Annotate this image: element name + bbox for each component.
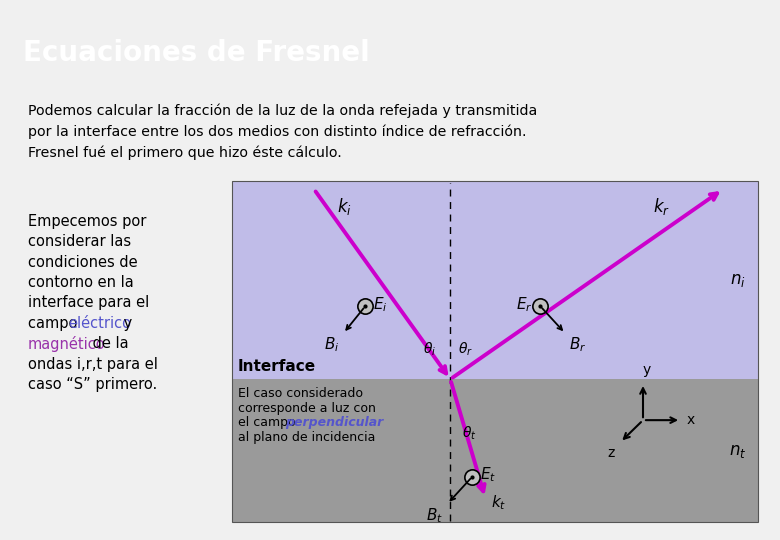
Text: al plano de incidencia: al plano de incidencia (238, 431, 375, 444)
Text: $E_r$: $E_r$ (516, 295, 532, 314)
Text: x: x (687, 413, 695, 427)
Text: Interface: Interface (238, 359, 316, 374)
Bar (232, 379, 758, 523)
Text: z: z (607, 446, 615, 460)
Text: $n_t$: $n_t$ (729, 442, 746, 460)
Text: $B_t$: $B_t$ (427, 506, 443, 524)
Text: interface para el: interface para el (28, 295, 149, 310)
Text: magnético: magnético (28, 336, 105, 353)
Text: de la: de la (88, 336, 129, 352)
Text: $n_i$: $n_i$ (730, 271, 746, 289)
Bar (232, 181, 758, 379)
Text: y: y (119, 316, 133, 331)
Text: eléctrico: eléctrico (68, 316, 131, 331)
Text: $E_i$: $E_i$ (374, 295, 388, 314)
Text: $k_r$: $k_r$ (653, 196, 670, 217)
Text: condiciones de: condiciones de (28, 254, 137, 269)
Text: el campo: el campo (238, 416, 300, 429)
Text: $\theta_r$: $\theta_r$ (459, 340, 473, 358)
Text: considerar las: considerar las (28, 234, 131, 249)
Text: corresponde a luz con: corresponde a luz con (238, 402, 376, 415)
Text: perpendicular: perpendicular (285, 416, 383, 429)
Text: contorno en la: contorno en la (28, 275, 133, 290)
Text: $B_i$: $B_i$ (324, 335, 339, 354)
Text: ondas i,r,t para el: ondas i,r,t para el (28, 357, 158, 372)
Text: campo: campo (28, 316, 82, 331)
Text: $k_t$: $k_t$ (491, 493, 507, 512)
Text: El caso considerado: El caso considerado (238, 387, 363, 400)
Text: y: y (643, 363, 651, 377)
Text: $B_r$: $B_r$ (569, 335, 587, 354)
Text: $\theta_i$: $\theta_i$ (423, 340, 436, 358)
Text: $E_t$: $E_t$ (480, 465, 496, 484)
Text: caso “S” primero.: caso “S” primero. (28, 377, 158, 392)
Bar (232, 181, 758, 523)
Text: $\theta_t$: $\theta_t$ (463, 424, 477, 442)
Text: Empecemos por: Empecemos por (28, 214, 147, 228)
Text: Podemos calcular la fracción de la luz de la onda refejada y transmitida
por la : Podemos calcular la fracción de la luz d… (28, 104, 537, 160)
Text: $k_i$: $k_i$ (337, 196, 352, 217)
Text: Ecuaciones de Fresnel: Ecuaciones de Fresnel (23, 39, 370, 68)
